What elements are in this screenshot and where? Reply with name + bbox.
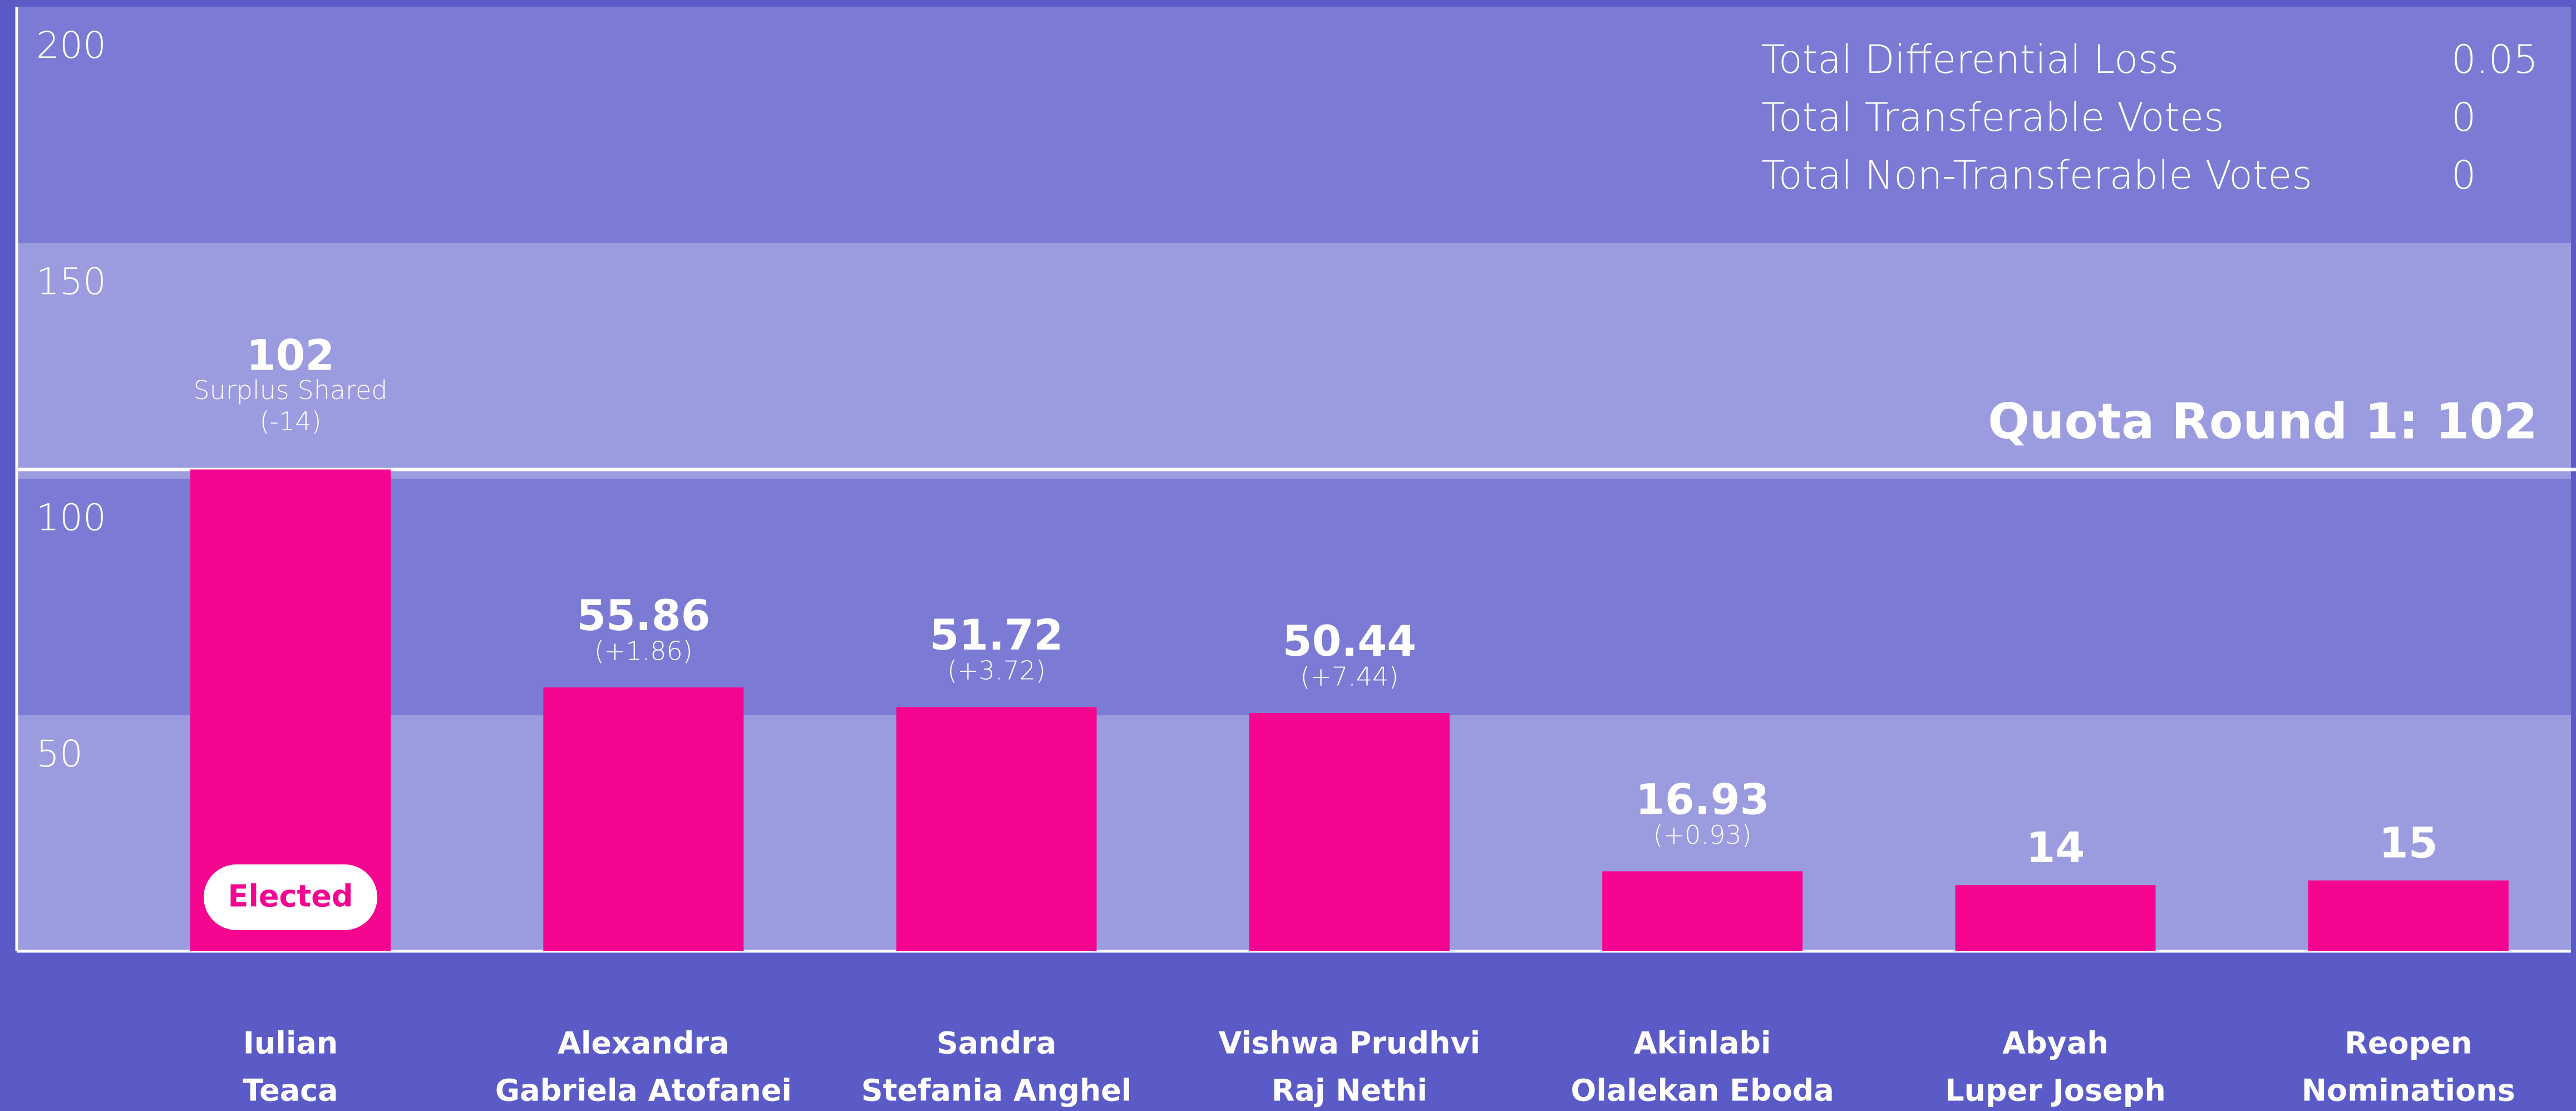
x-tick-label: Stefania Anghel: [861, 1073, 1132, 1108]
y-tick-label: 150: [36, 260, 106, 303]
band: [17, 479, 2571, 715]
x-tick-label: Luper Joseph: [1945, 1073, 2166, 1108]
x-tick-label: Gabriela Atofanei: [495, 1073, 792, 1108]
quota-label: Quota Round 1: 102: [1988, 392, 2538, 450]
stat-value: 0: [2451, 95, 2476, 140]
x-tick-label: Raj Nethi: [1272, 1073, 1427, 1108]
bar: [1955, 885, 2156, 951]
x-tick-label: Sandra: [937, 1026, 1057, 1061]
status-badge: [204, 864, 377, 930]
x-tick-label: Olalekan Eboda: [1571, 1073, 1834, 1108]
stat-label: Total Differential Loss: [1761, 37, 2179, 82]
bar: [543, 687, 744, 951]
x-tick-label: Teaca: [243, 1073, 338, 1108]
value-label: 102: [247, 331, 335, 380]
change-label: (+3.72): [947, 656, 1046, 686]
x-tick-label: Akinlabi: [1634, 1026, 1771, 1061]
change-label: (+0.93): [1653, 820, 1752, 850]
stat-value: 0: [2451, 153, 2476, 198]
y-tick-label: 100: [36, 496, 106, 539]
bar: [2308, 880, 2509, 951]
x-tick-label: Nominations: [2302, 1073, 2515, 1108]
value-label: 55.86: [577, 591, 710, 640]
stat-value: 0.05: [2451, 37, 2538, 82]
change-label: (+7.44): [1300, 662, 1398, 692]
x-tick-label: Reopen: [2344, 1026, 2472, 1061]
status-label: Elected: [228, 879, 353, 914]
change-label: (+1.86): [594, 636, 693, 666]
band: [17, 243, 2571, 479]
note-label: Surplus Shared: [194, 375, 388, 405]
bar: [896, 707, 1097, 951]
x-tick-label: Alexandra: [558, 1026, 729, 1061]
value-label: 14: [2026, 823, 2085, 872]
stat-label: Total Transferable Votes: [1761, 95, 2224, 140]
value-label: 50.44: [1283, 616, 1416, 666]
value-label: 15: [2379, 818, 2438, 868]
bar: [1249, 713, 1450, 951]
stat-label: Total Non-Transferable Votes: [1761, 153, 2312, 198]
x-tick-label: Abyah: [2002, 1026, 2109, 1061]
bar: [1602, 871, 1803, 951]
x-tick-label: Iulian: [243, 1026, 338, 1061]
x-tick-label: Vishwa Prudhvi: [1219, 1026, 1481, 1061]
value-label: 16.93: [1636, 774, 1769, 824]
y-tick-label: 50: [36, 733, 83, 775]
change-label: (-14): [259, 406, 321, 436]
y-tick-label: 200: [36, 24, 106, 67]
value-label: 51.72: [929, 610, 1063, 660]
band: [17, 7, 2571, 243]
